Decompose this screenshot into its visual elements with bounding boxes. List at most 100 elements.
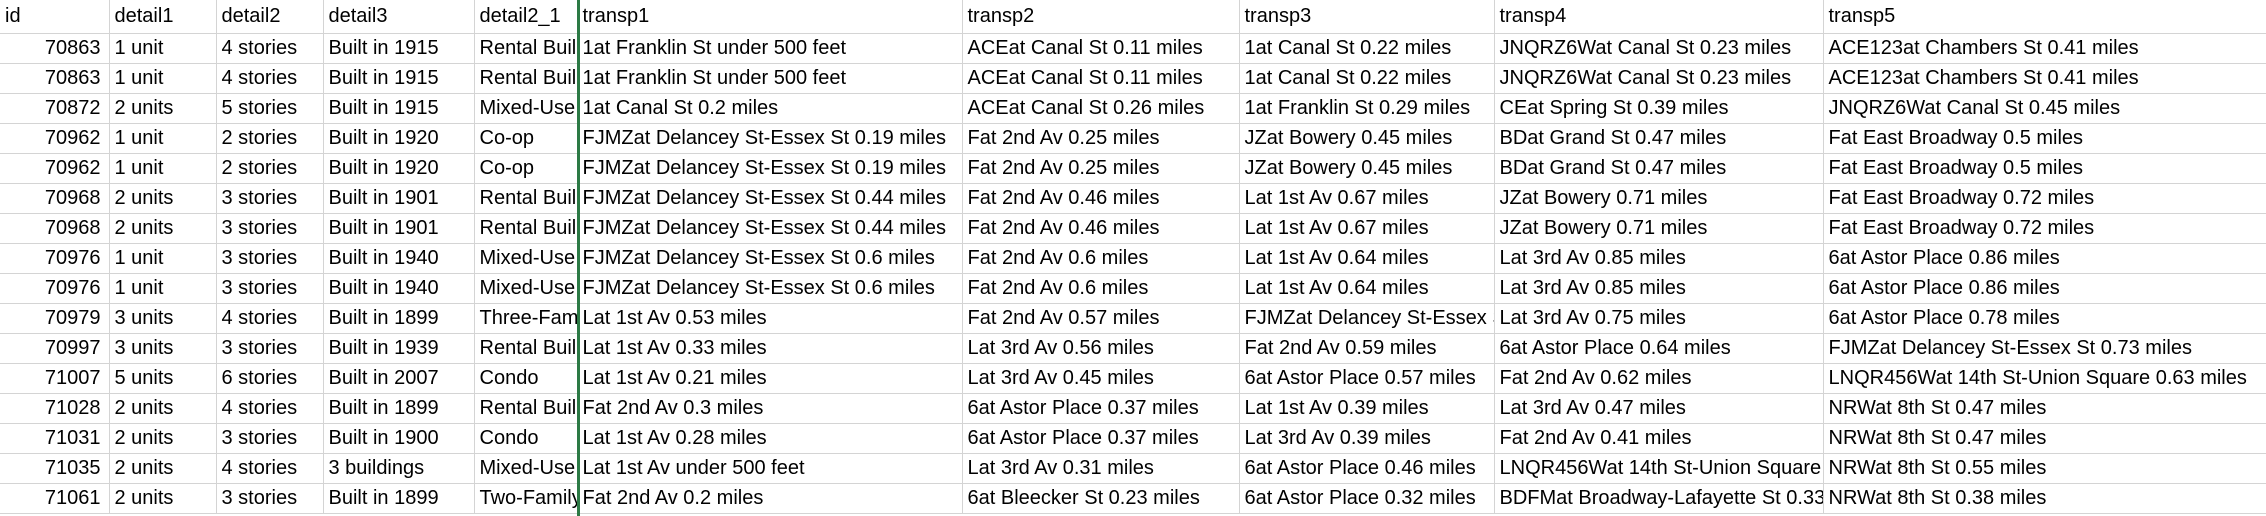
cell-transp3[interactable]: JZat Bowery 0.45 miles <box>1239 123 1495 154</box>
cell-detail3[interactable]: Built in 1915 <box>323 63 475 94</box>
cell-transp5[interactable]: LNQR456Wat 14th St-Union Square 0.63 mil… <box>1823 363 2266 394</box>
cell-id[interactable]: 70962 <box>0 123 110 154</box>
cell-transp5[interactable]: Fat East Broadway 0.5 miles <box>1823 123 2266 154</box>
cell-transp4[interactable]: 6at Astor Place 0.64 miles <box>1494 333 1824 364</box>
cell-detail2[interactable]: 3 stories <box>216 183 324 214</box>
cell-transp2[interactable]: 6at Bleecker St 0.23 miles <box>962 483 1240 514</box>
cell-detail3[interactable]: Built in 1940 <box>323 243 475 274</box>
cell-transp4[interactable]: LNQR456Wat 14th St-Union Square <box>1494 453 1824 484</box>
cell-transp2[interactable]: Lat 3rd Av 0.45 miles <box>962 363 1240 394</box>
cell-id[interactable]: 71031 <box>0 423 110 454</box>
cell-transp5[interactable]: FJMZat Delancey St-Essex St 0.73 miles <box>1823 333 2266 364</box>
cell-detail1[interactable]: 2 units <box>109 393 217 424</box>
cell-transp3[interactable]: Lat 3rd Av 0.39 miles <box>1239 423 1495 454</box>
cell-detail3[interactable]: Built in 1900 <box>323 423 475 454</box>
cell-transp1[interactable]: 1at Canal St 0.2 miles <box>577 93 963 124</box>
cell-detail1[interactable]: 2 units <box>109 213 217 244</box>
cell-transp3[interactable]: Lat 1st Av 0.39 miles <box>1239 393 1495 424</box>
cell-detail3[interactable]: Built in 2007 <box>323 363 475 394</box>
cell-detail2[interactable]: 3 stories <box>216 423 324 454</box>
cell-detail2[interactable]: 3 stories <box>216 333 324 364</box>
cell-detail2[interactable]: 2 stories <box>216 153 324 184</box>
cell-detail2-1[interactable]: Two-Family <box>474 483 578 514</box>
cell-detail2-1[interactable]: Mixed-Use <box>474 93 578 124</box>
cell-transp2[interactable]: ACEat Canal St 0.11 miles <box>962 33 1240 64</box>
cell-transp2[interactable]: Fat 2nd Av 0.25 miles <box>962 123 1240 154</box>
cell-detail1[interactable]: 1 unit <box>109 33 217 64</box>
cell-detail2-1[interactable]: Mixed-Use <box>474 453 578 484</box>
cell-detail2-1[interactable]: Rental Buil <box>474 333 578 364</box>
cell-transp4[interactable]: Lat 3rd Av 0.47 miles <box>1494 393 1824 424</box>
cell-detail1[interactable]: 3 units <box>109 333 217 364</box>
header-cell-detail2-1[interactable]: detail2_1 <box>474 0 578 34</box>
header-cell-id[interactable]: id <box>0 0 110 34</box>
cell-id[interactable]: 70962 <box>0 153 110 184</box>
cell-transp3[interactable]: FJMZat Delancey St-Essex St <box>1239 303 1495 334</box>
cell-detail2-1[interactable]: Three-Fami <box>474 303 578 334</box>
cell-transp2[interactable]: Lat 3rd Av 0.56 miles <box>962 333 1240 364</box>
cell-transp2[interactable]: Fat 2nd Av 0.6 miles <box>962 243 1240 274</box>
cell-detail2-1[interactable]: Co-op <box>474 123 578 154</box>
cell-detail1[interactable]: 1 unit <box>109 123 217 154</box>
cell-transp5[interactable]: ACE123at Chambers St 0.41 miles <box>1823 33 2266 64</box>
header-cell-detail3[interactable]: detail3 <box>323 0 475 34</box>
header-cell-transp4[interactable]: transp4 <box>1494 0 1824 34</box>
cell-detail1[interactable]: 2 units <box>109 453 217 484</box>
cell-detail3[interactable]: Built in 1920 <box>323 153 475 184</box>
cell-id[interactable]: 71035 <box>0 453 110 484</box>
cell-transp2[interactable]: 6at Astor Place 0.37 miles <box>962 393 1240 424</box>
cell-transp1[interactable]: Lat 1st Av 0.28 miles <box>577 423 963 454</box>
cell-transp5[interactable]: Fat East Broadway 0.72 miles <box>1823 213 2266 244</box>
cell-transp1[interactable]: Lat 1st Av 0.53 miles <box>577 303 963 334</box>
cell-transp1[interactable]: FJMZat Delancey St-Essex St 0.19 miles <box>577 123 963 154</box>
cell-transp4[interactable]: JZat Bowery 0.71 miles <box>1494 213 1824 244</box>
header-cell-transp5[interactable]: transp5 <box>1823 0 2266 34</box>
cell-transp4[interactable]: Fat 2nd Av 0.62 miles <box>1494 363 1824 394</box>
cell-transp1[interactable]: FJMZat Delancey St-Essex St 0.44 miles <box>577 213 963 244</box>
cell-transp2[interactable]: Fat 2nd Av 0.46 miles <box>962 213 1240 244</box>
cell-detail2[interactable]: 3 stories <box>216 273 324 304</box>
cell-id[interactable]: 70872 <box>0 93 110 124</box>
cell-transp3[interactable]: 1at Franklin St 0.29 miles <box>1239 93 1495 124</box>
cell-detail2-1[interactable]: Condo <box>474 423 578 454</box>
cell-detail2[interactable]: 5 stories <box>216 93 324 124</box>
cell-transp2[interactable]: Fat 2nd Av 0.46 miles <box>962 183 1240 214</box>
cell-detail1[interactable]: 1 unit <box>109 243 217 274</box>
cell-transp5[interactable]: 6at Astor Place 0.78 miles <box>1823 303 2266 334</box>
cell-transp5[interactable]: Fat East Broadway 0.5 miles <box>1823 153 2266 184</box>
cell-id[interactable]: 70976 <box>0 243 110 274</box>
cell-detail2-1[interactable]: Rental Buil <box>474 393 578 424</box>
cell-detail2-1[interactable]: Rental Buil <box>474 183 578 214</box>
cell-detail1[interactable]: 1 unit <box>109 153 217 184</box>
cell-transp2[interactable]: Fat 2nd Av 0.25 miles <box>962 153 1240 184</box>
cell-detail2-1[interactable]: Mixed-Use <box>474 273 578 304</box>
cell-transp1[interactable]: FJMZat Delancey St-Essex St 0.44 miles <box>577 183 963 214</box>
cell-transp1[interactable]: Lat 1st Av 0.33 miles <box>577 333 963 364</box>
cell-detail1[interactable]: 2 units <box>109 183 217 214</box>
cell-detail1[interactable]: 5 units <box>109 363 217 394</box>
cell-transp4[interactable]: JNQRZ6Wat Canal St 0.23 miles <box>1494 33 1824 64</box>
cell-detail1[interactable]: 2 units <box>109 483 217 514</box>
header-cell-detail1[interactable]: detail1 <box>109 0 217 34</box>
header-cell-detail2[interactable]: detail2 <box>216 0 324 34</box>
cell-detail2[interactable]: 3 stories <box>216 483 324 514</box>
cell-detail3[interactable]: Built in 1915 <box>323 33 475 64</box>
cell-transp5[interactable]: 6at Astor Place 0.86 miles <box>1823 243 2266 274</box>
cell-transp1[interactable]: 1at Franklin St under 500 feet <box>577 63 963 94</box>
cell-detail3[interactable]: Built in 1899 <box>323 483 475 514</box>
cell-transp5[interactable]: NRWat 8th St 0.55 miles <box>1823 453 2266 484</box>
cell-transp1[interactable]: Fat 2nd Av 0.3 miles <box>577 393 963 424</box>
cell-transp2[interactable]: 6at Astor Place 0.37 miles <box>962 423 1240 454</box>
header-cell-transp1[interactable]: transp1 <box>577 0 963 34</box>
cell-transp4[interactable]: JNQRZ6Wat Canal St 0.23 miles <box>1494 63 1824 94</box>
cell-id[interactable]: 70863 <box>0 63 110 94</box>
cell-detail2[interactable]: 4 stories <box>216 33 324 64</box>
cell-detail2-1[interactable]: Rental Buil <box>474 63 578 94</box>
cell-transp3[interactable]: Lat 1st Av 0.64 miles <box>1239 243 1495 274</box>
cell-transp3[interactable]: Lat 1st Av 0.67 miles <box>1239 183 1495 214</box>
cell-transp4[interactable]: Lat 3rd Av 0.75 miles <box>1494 303 1824 334</box>
cell-transp5[interactable]: Fat East Broadway 0.72 miles <box>1823 183 2266 214</box>
cell-id[interactable]: 70863 <box>0 33 110 64</box>
cell-detail2-1[interactable]: Rental Buil <box>474 213 578 244</box>
cell-detail3[interactable]: 3 buildings <box>323 453 475 484</box>
